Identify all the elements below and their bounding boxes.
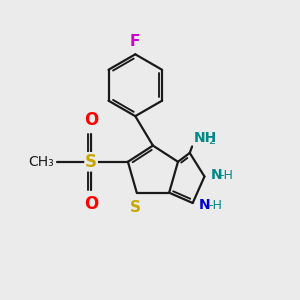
Text: F: F: [130, 34, 140, 49]
Text: O: O: [84, 195, 98, 213]
Text: S: S: [130, 200, 141, 215]
Text: -H: -H: [208, 199, 222, 212]
Text: N: N: [199, 198, 211, 212]
Text: 2: 2: [208, 136, 215, 146]
Text: N: N: [211, 168, 223, 182]
Text: CH₃: CH₃: [28, 155, 54, 169]
Text: -H: -H: [220, 169, 234, 182]
Text: S: S: [85, 153, 97, 171]
Text: NH: NH: [193, 131, 217, 145]
Text: O: O: [84, 110, 98, 128]
